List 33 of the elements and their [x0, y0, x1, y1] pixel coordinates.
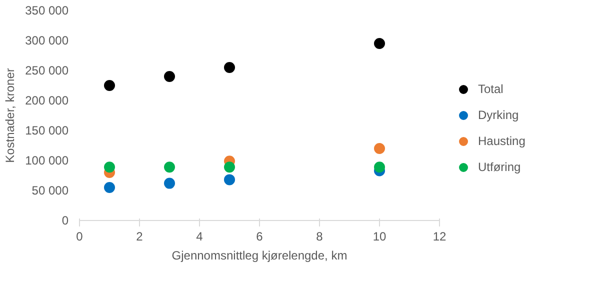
- x-tick-label: 0: [76, 230, 84, 244]
- point: [164, 178, 175, 189]
- x-tick-label: 10: [372, 230, 386, 244]
- y-tick-label: 0: [62, 214, 69, 228]
- point: [164, 71, 175, 82]
- y-tick-label: 200 000: [25, 94, 69, 108]
- x-tick-label: 4: [196, 230, 204, 244]
- y-tick-label: 300 000: [25, 34, 69, 48]
- point: [374, 143, 385, 154]
- x-tick-label: 8: [316, 230, 324, 244]
- y-tick-label: 150 000: [25, 124, 69, 138]
- point: [224, 174, 235, 186]
- x-tick-label: 6: [256, 230, 264, 244]
- point: [164, 162, 175, 173]
- point: [374, 38, 385, 49]
- point: [104, 182, 115, 193]
- legend-label: Utføring: [478, 160, 521, 174]
- point: [104, 80, 115, 91]
- point: [224, 62, 235, 73]
- x-tick-label: 12: [432, 230, 446, 244]
- y-tick-label: 100 000: [25, 154, 69, 168]
- point: [104, 162, 115, 173]
- legend-label: Total: [478, 82, 504, 96]
- y-tick-label: 350 000: [25, 4, 69, 18]
- legend-label: Hausting: [478, 134, 526, 148]
- y-tick-label: 250 000: [25, 64, 69, 78]
- legend-label: Dyrking: [478, 108, 519, 122]
- y-tick-label: 50 000: [32, 184, 69, 198]
- point: [224, 162, 235, 173]
- y-axis-title: Kostnader, kroner: [3, 68, 18, 163]
- x-tick-label: 2: [136, 230, 144, 244]
- x-axis-title: Gjennomsnittleg kjørelengde, km: [172, 248, 348, 262]
- point: [374, 162, 385, 173]
